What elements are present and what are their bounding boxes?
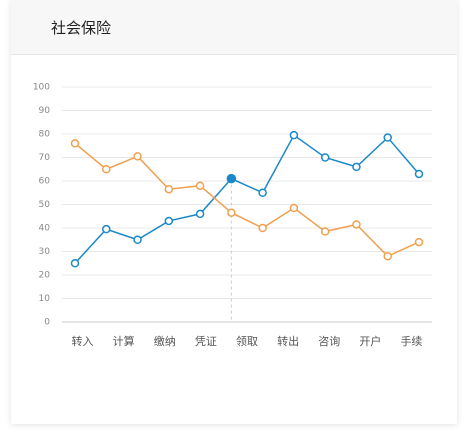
y-tick-label: 40 [39, 224, 51, 234]
point [70, 139, 80, 148]
line [74, 142, 420, 258]
y-tick-label: 10 [39, 294, 51, 304]
x-tick-label: 手续 [400, 334, 422, 348]
point [195, 209, 205, 219]
x-tick-label: 凭证 [195, 334, 217, 348]
y-tick-label: 30 [39, 247, 51, 257]
point [383, 133, 392, 142]
point [164, 184, 174, 194]
card: 社会保险 [11, 0, 457, 424]
line [74, 134, 420, 264]
point [133, 152, 142, 161]
point [414, 169, 424, 179]
point [195, 181, 205, 190]
y-tick-label: 70 [39, 153, 51, 163]
point [102, 224, 111, 234]
point [320, 153, 330, 162]
x-tick-label: 领取 [236, 335, 258, 348]
y-tick-label: 100 [33, 83, 50, 93]
point [352, 162, 361, 172]
point [133, 235, 142, 244]
point [258, 188, 267, 197]
y-tick-label: 20 [39, 271, 51, 281]
y-tick-label: 60 [39, 177, 51, 187]
y-tick-label: 90 [39, 106, 51, 116]
point [226, 173, 237, 184]
card-title: 社会保险 [11, 0, 457, 55]
point [289, 203, 299, 213]
point [164, 216, 174, 226]
y-tick-label: 50 [39, 200, 51, 210]
point [258, 223, 267, 233]
x-tick-label: 缴纳 [154, 334, 176, 348]
point [102, 165, 111, 174]
x-tick-label: 开户 [359, 334, 381, 348]
x-tick-label: 咨询 [318, 334, 340, 348]
point [70, 259, 80, 268]
x-tick-label: 计算 [113, 334, 135, 348]
point [289, 130, 299, 140]
point [227, 208, 236, 217]
point [352, 220, 361, 229]
x-tick-label: 转出 [277, 334, 299, 348]
x-tick-label: 转入 [72, 334, 94, 348]
point [414, 237, 424, 247]
y-tick-label: 0 [44, 318, 50, 328]
y-tick-label: 80 [39, 130, 51, 140]
point [320, 227, 330, 236]
point [383, 251, 392, 261]
